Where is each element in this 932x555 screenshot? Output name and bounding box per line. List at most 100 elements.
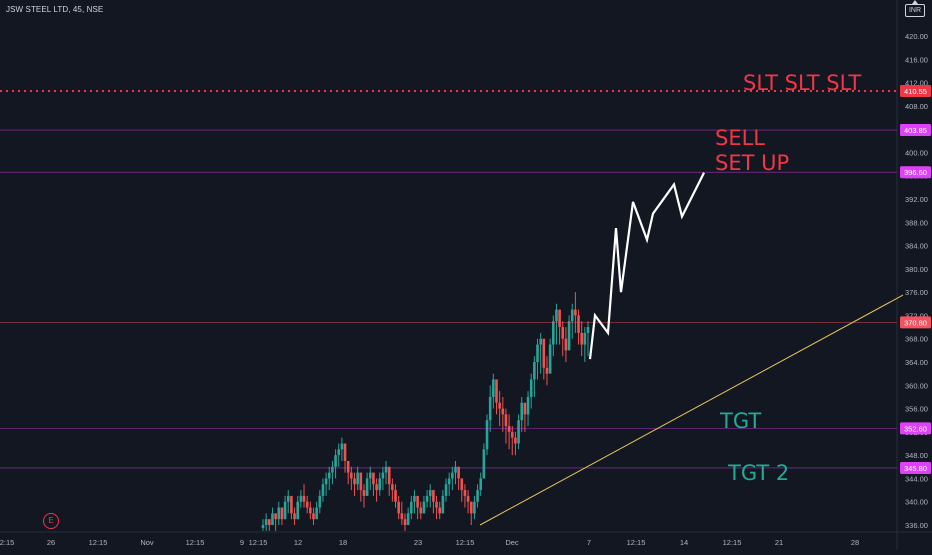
time-tick-label: 12:15 <box>186 538 205 547</box>
candle-body <box>372 472 375 485</box>
candle-body <box>558 309 561 328</box>
candle-body <box>321 484 325 496</box>
price-line-label: 345.80 <box>904 464 927 473</box>
candle-body <box>441 495 445 514</box>
price-line-labels: 410.55 403.85 396.60 370.80 352.60 345.80 <box>900 85 931 474</box>
candle-body <box>551 321 555 345</box>
price-tick-label: 392.00 <box>905 195 928 204</box>
price-tick-label: 388.00 <box>905 218 928 227</box>
candle-body <box>280 507 284 520</box>
candle-body <box>564 338 568 351</box>
candle-body <box>533 362 536 380</box>
candle-body <box>353 478 356 485</box>
candle-body <box>501 408 505 415</box>
price-tick-label: 416.00 <box>905 55 928 64</box>
earnings-badge[interactable]: E <box>43 513 59 529</box>
candle-body <box>274 513 277 520</box>
candle-body <box>365 478 369 496</box>
candle-body <box>350 472 353 479</box>
time-tick-label: Dec <box>505 538 519 547</box>
price-line-label: 403.85 <box>904 126 927 135</box>
price-tick-label: 344.00 <box>905 474 928 483</box>
candle-body <box>403 519 407 525</box>
candle-body <box>438 507 441 514</box>
time-tick-label: 12:15 <box>456 538 475 547</box>
candle-body <box>406 513 410 525</box>
candle-body <box>413 495 416 502</box>
candle-body <box>539 338 542 345</box>
candle-body <box>542 338 546 368</box>
time-tick-label: 9 <box>240 538 244 547</box>
candle-body <box>293 513 296 520</box>
candle-body <box>394 490 397 502</box>
price-line-label: 370.80 <box>904 318 927 327</box>
time-tick-label: 12:15 <box>627 538 646 547</box>
currency-badge[interactable]: INR <box>905 4 925 17</box>
candle-body <box>381 472 385 479</box>
time-tick-label: Nov <box>140 538 154 547</box>
candle-body <box>435 501 438 508</box>
candle-body <box>384 466 388 473</box>
candle-body <box>517 420 520 444</box>
candle-body <box>457 466 460 479</box>
time-tick-label: 7 <box>587 538 591 547</box>
candle-body <box>277 507 281 520</box>
annotation-tgt-2[interactable]: TGT 2 <box>728 461 790 485</box>
candle-body <box>574 309 577 316</box>
time-tick-label: 18 <box>339 538 347 547</box>
price-tick-label: 356.00 <box>905 405 928 414</box>
symbol-title[interactable]: JSW STEEL LTD, 45, NSE <box>6 5 104 14</box>
price-tick-label: 400.00 <box>905 148 928 157</box>
candle-body <box>400 513 404 520</box>
price-line-label-bg <box>900 316 931 329</box>
time-tick-label: 12 <box>294 538 302 547</box>
candle-body <box>545 367 549 374</box>
candle-body <box>523 402 527 415</box>
candle-body <box>514 437 517 444</box>
candle-body <box>485 420 489 450</box>
candle-body <box>583 332 587 345</box>
annotation-slt[interactable]: SLT SLT SLT <box>743 71 862 95</box>
candle-body <box>520 402 524 421</box>
candle-body <box>586 327 590 333</box>
candle-body <box>410 501 413 514</box>
candle-body <box>283 501 287 520</box>
price-tick-label: 372.00 <box>905 311 928 320</box>
candle-body <box>451 472 454 479</box>
candle-body <box>419 507 423 514</box>
candle-body <box>473 501 476 514</box>
annotation-tgt[interactable]: TGT <box>720 409 762 433</box>
candle-body <box>391 484 394 491</box>
price-tick-label: 340.00 <box>905 498 928 507</box>
candle-body <box>331 466 334 473</box>
candle-body <box>299 495 303 502</box>
candle-body <box>286 495 290 502</box>
price-tick-label: 412.00 <box>905 79 928 88</box>
candle-body <box>261 525 265 528</box>
candle-body <box>460 478 464 491</box>
annotation-set-up[interactable]: SET UP <box>715 151 790 175</box>
candle-body <box>428 490 432 496</box>
time-tick-label: 2:15 <box>0 538 14 547</box>
candle-body <box>466 495 470 502</box>
time-tick-label: 23 <box>414 538 422 547</box>
candle-body <box>479 478 483 491</box>
time-tick-label: 28 <box>851 538 859 547</box>
candle-body <box>337 449 341 456</box>
candle-body <box>510 431 514 438</box>
annotation-sell[interactable]: SELL <box>715 126 765 150</box>
candle-body <box>555 309 558 322</box>
candle-body <box>305 501 309 508</box>
price-tick-label: 336.00 <box>905 521 928 530</box>
currency-arrow-icon <box>912 0 918 4</box>
price-line-label: 410.55 <box>904 87 927 96</box>
candle-body <box>312 513 315 520</box>
candle-body <box>536 344 539 362</box>
time-tick-label: 12:15 <box>723 538 742 547</box>
candle-body <box>432 490 435 502</box>
candle-body <box>504 414 508 427</box>
price-tick-label: 384.00 <box>905 242 928 251</box>
candle-body <box>454 466 457 473</box>
